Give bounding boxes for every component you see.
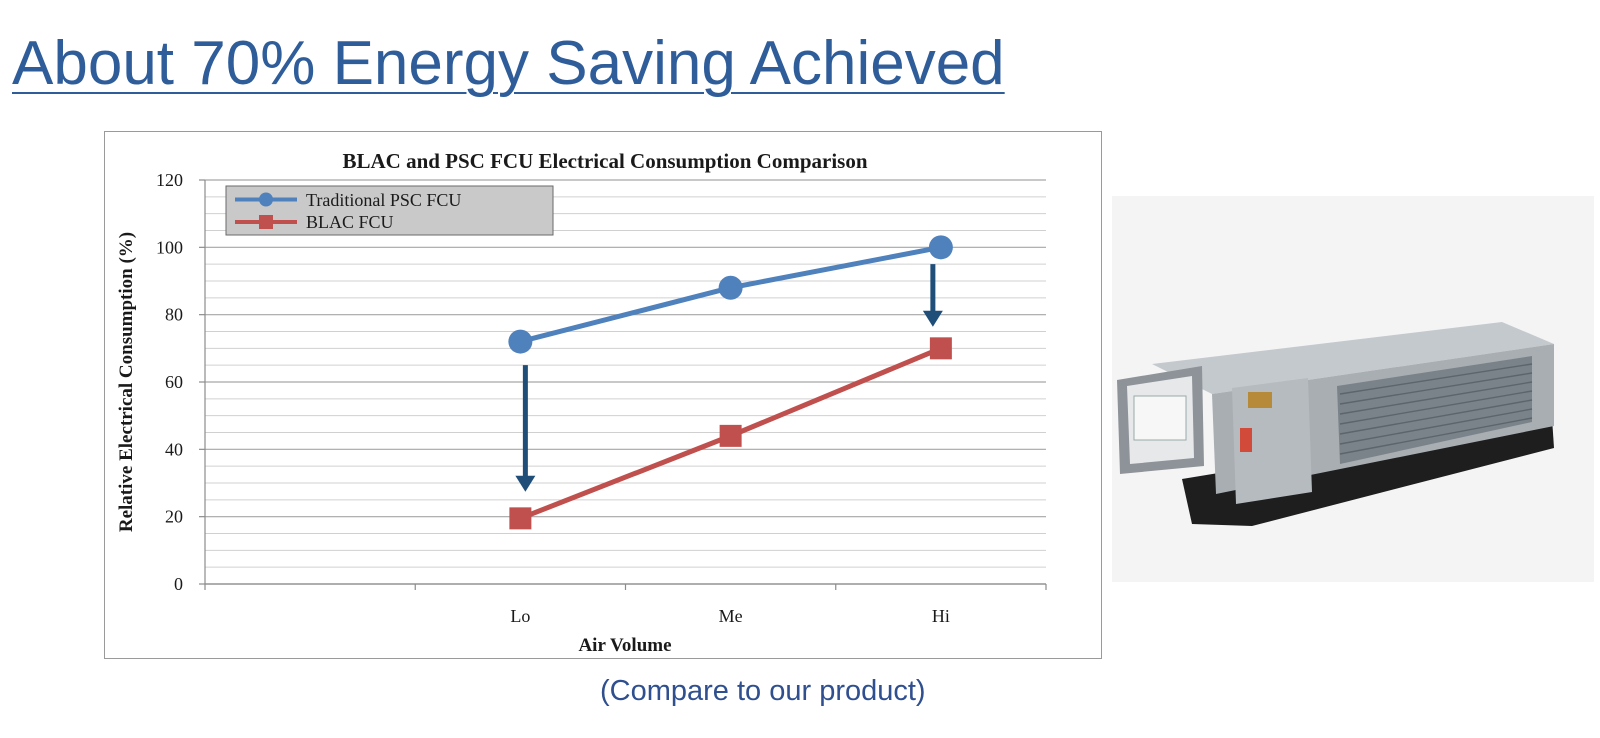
data-point <box>928 235 953 260</box>
x-tick-label: Me <box>719 606 743 626</box>
data-point <box>509 507 532 530</box>
unit-drain-tray <box>1182 418 1554 526</box>
unit-side-plate <box>1232 378 1312 504</box>
data-point <box>929 337 952 360</box>
wiring-diagram-label <box>1133 395 1187 441</box>
coil-fin <box>1339 363 1533 395</box>
y-tick-label: 0 <box>174 574 183 594</box>
legend-swatch-circle <box>259 192 273 207</box>
legend-swatch-square <box>259 215 273 229</box>
legend-label-blac: BLAC FCU <box>306 212 394 232</box>
x-axis-label: Air Volume <box>578 635 671 656</box>
chart-grid <box>204 179 1047 590</box>
chart-panel: BLAC and PSC FCU Electrical Consumption … <box>104 131 1102 659</box>
coil-fin <box>1339 417 1533 455</box>
chart-series <box>508 235 953 530</box>
coil-fin <box>1339 408 1533 445</box>
legend-label-psc: Traditional PSC FCU <box>306 190 461 210</box>
y-tick-label: 40 <box>165 439 183 459</box>
y-tick-label: 100 <box>156 237 183 257</box>
data-point <box>718 275 743 300</box>
y-tick-labels: 0 20 40 60 80 100 120 <box>156 170 205 594</box>
arrow-head <box>515 475 536 492</box>
warning-label <box>1240 428 1252 452</box>
line-chart: BLAC and PSC FCU Electrical Consumption … <box>116 149 1047 656</box>
y-tick-label: 60 <box>165 372 183 392</box>
chart-legend: Traditional PSC FCU BLAC FCU <box>225 185 554 236</box>
pipe-connector <box>1248 392 1272 408</box>
arrow-head <box>922 310 943 327</box>
chart-annotations <box>515 264 943 492</box>
coil-fin <box>1339 399 1533 435</box>
slide-title: About 70% Energy Saving Achieved <box>12 29 1005 98</box>
product-image <box>1112 196 1594 582</box>
coil-fin <box>1339 372 1533 405</box>
unit-coil-grille <box>1337 356 1532 464</box>
chart-title: BLAC and PSC FCU Electrical Consumption … <box>342 149 867 173</box>
data-point <box>719 424 742 447</box>
coil-fin <box>1339 390 1533 425</box>
data-point <box>508 329 533 354</box>
x-tick-label: Lo <box>510 606 530 626</box>
unit-coil-fins <box>1339 363 1533 455</box>
unit-top-face <box>1152 322 1554 394</box>
y-tick-label: 80 <box>165 305 183 325</box>
legend-box <box>225 185 554 236</box>
y-tick-label: 20 <box>165 507 183 527</box>
x-tick-labels: Lo Me Hi <box>510 606 950 626</box>
x-tick-label: Hi <box>932 606 950 626</box>
y-axis-label: Relative Electrical Consumption (%) <box>116 232 137 532</box>
y-tick-label: 120 <box>156 170 183 190</box>
coil-fin <box>1339 381 1533 415</box>
caption: (Compare to our product) <box>600 675 926 707</box>
